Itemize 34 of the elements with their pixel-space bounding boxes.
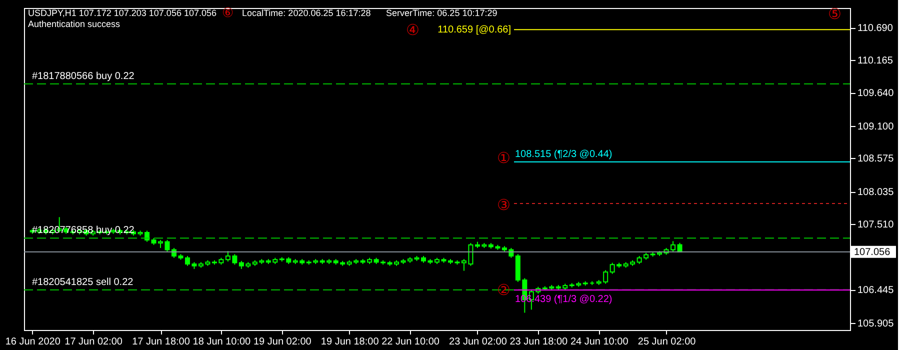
x-tick-label: 17 Jun 02:00 (64, 336, 123, 348)
y-tick-label: 108.035 (858, 187, 894, 198)
x-tick-label: 19 Jun 18:00 (320, 336, 380, 348)
y-tick-label: 105.905 (858, 318, 894, 330)
annotation: ③ (497, 197, 510, 214)
ref-line-label: 107.056 (854, 246, 891, 258)
ref-line-label: 110.659 [@0.66] (438, 24, 512, 36)
x-tick-label: 24 Jun 10:00 (570, 336, 629, 348)
x-tick-label: 17 Jun 18:00 (132, 336, 190, 348)
y-tick-label: 108.575 (858, 154, 894, 165)
x-tick-label: 18 Jun 10:00 (192, 336, 252, 348)
annotation: ServerTime: 06.25 10:17:29 (386, 8, 498, 18)
annotation: ① (497, 150, 510, 167)
x-tick-label: 16 Jun 2020 (5, 336, 61, 348)
y-tick-label: 107.510 (858, 219, 894, 230)
annotation: ④ (406, 22, 419, 39)
annotation: Authentication success (28, 19, 121, 29)
ref-line-label: 108.515 (¶2/3 @0.44) (515, 148, 612, 160)
y-tick-label: 110.165 (858, 56, 894, 67)
annotation: LocalTime: 2020.06.25 16:17:28 (242, 8, 371, 18)
annotation: ⑤ (828, 6, 841, 23)
y-tick-label: 109.100 (858, 121, 894, 132)
x-tick-label: 23 Jun 18:00 (510, 336, 568, 348)
annotation: ⑥ (222, 5, 234, 20)
ref-line-label: #1817880566 buy 0.22 (32, 70, 135, 82)
x-tick-label: 22 Jun 10:00 (382, 336, 440, 348)
y-tick-label: 109.640 (858, 88, 894, 100)
x-tick-label: 23 Jun 02:00 (449, 336, 508, 348)
x-tick-label: 19 Jun 02:00 (253, 336, 312, 348)
ref-line-label: #1820541825 sell 0.22 (32, 276, 134, 288)
y-tick-label: 106.445 (858, 285, 894, 296)
x-tick-label: 25 Jun 02:00 (638, 336, 696, 348)
chart-title: USDJPY,H1 107.172 107.203 107.056 107.056 (28, 8, 216, 18)
y-tick-label: 110.690 (858, 23, 894, 34)
